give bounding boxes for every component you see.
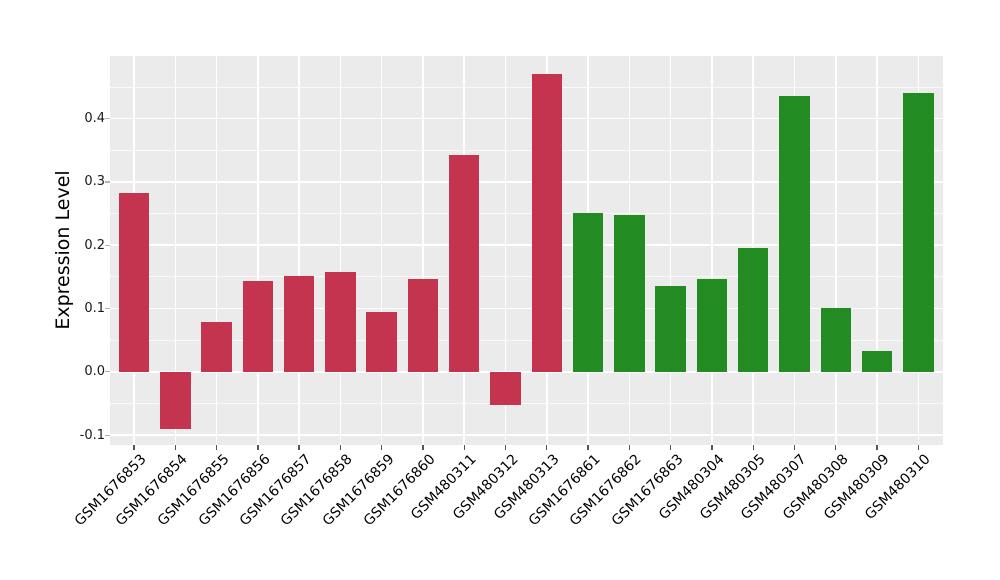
bar-GSM1676862 bbox=[614, 215, 645, 372]
bar-GSM1676858 bbox=[325, 272, 356, 372]
bar-GSM480304 bbox=[696, 278, 728, 372]
y-tick-mark bbox=[105, 371, 110, 373]
gridline-y-minor bbox=[110, 339, 943, 341]
x-tick-mark bbox=[463, 445, 465, 450]
bar-GSM480309 bbox=[861, 350, 893, 372]
gridline-y-major bbox=[110, 434, 943, 436]
y-tick-mark bbox=[105, 118, 110, 120]
x-tick-mark bbox=[628, 445, 631, 450]
x-tick-mark bbox=[711, 445, 713, 450]
x-tick-mark bbox=[835, 445, 837, 450]
bar-GSM1676854 bbox=[160, 371, 191, 429]
gridline-y-major bbox=[110, 117, 943, 120]
x-tick-mark bbox=[669, 445, 672, 450]
x-tick-mark bbox=[917, 445, 919, 450]
y-tick-label: 0.2 bbox=[84, 237, 105, 253]
gridline-x-major bbox=[298, 56, 300, 445]
x-tick-mark bbox=[380, 445, 383, 450]
gridline-y-major bbox=[110, 181, 943, 183]
bar-GSM1676859 bbox=[366, 311, 397, 372]
gridline-y-minor bbox=[110, 213, 943, 215]
bar-GSM480313 bbox=[531, 73, 563, 372]
gridline-x-major bbox=[876, 56, 878, 445]
gridline-x-major bbox=[422, 56, 424, 445]
y-tick-mark bbox=[105, 307, 110, 310]
y-tick-mark bbox=[105, 244, 110, 246]
bar-GSM1676857 bbox=[283, 275, 315, 372]
x-tick-mark bbox=[215, 445, 218, 450]
gridline-y-major bbox=[110, 371, 943, 373]
bar-GSM480308 bbox=[820, 307, 851, 372]
y-tick-label: -0.1 bbox=[79, 427, 105, 443]
plot-panel bbox=[110, 56, 943, 445]
bar-GSM480311 bbox=[448, 154, 480, 372]
bar-GSM480305 bbox=[737, 247, 769, 372]
x-tick-mark bbox=[174, 445, 176, 450]
bar-GSM1676863 bbox=[655, 285, 686, 372]
bar-GSM1676855 bbox=[201, 321, 232, 372]
x-tick-mark bbox=[752, 445, 754, 450]
x-tick-mark bbox=[876, 445, 878, 450]
gridline-y-minor bbox=[110, 86, 943, 88]
x-tick-mark bbox=[546, 445, 548, 450]
gridline-x-major bbox=[504, 56, 507, 445]
gridline-y-minor bbox=[110, 403, 943, 404]
y-tick-mark bbox=[105, 181, 110, 183]
gridline-x-major bbox=[835, 56, 837, 445]
x-tick-mark bbox=[587, 445, 589, 450]
y-tick-label: 0.4 bbox=[84, 111, 105, 127]
x-tick-mark bbox=[793, 445, 796, 450]
bar-GSM1676860 bbox=[407, 278, 439, 372]
y-tick-label: 0.0 bbox=[84, 364, 105, 380]
gridline-x-major bbox=[669, 56, 672, 445]
x-tick-mark bbox=[257, 445, 259, 450]
y-tick-mark bbox=[105, 434, 110, 436]
bar-GSM1676861 bbox=[572, 212, 604, 372]
bar-GSM480312 bbox=[490, 371, 521, 405]
gridline-y-minor bbox=[110, 149, 943, 151]
gridline-x-major bbox=[380, 56, 383, 445]
x-tick-mark bbox=[298, 445, 300, 450]
y-tick-label: 0.3 bbox=[84, 174, 105, 190]
bar-GSM1676856 bbox=[242, 281, 274, 372]
x-tick-mark bbox=[339, 445, 342, 450]
bar-GSM1676853 bbox=[118, 192, 150, 372]
gridline-x-major bbox=[339, 56, 342, 445]
gridline-x-major bbox=[215, 56, 218, 445]
x-tick-mark bbox=[504, 445, 507, 450]
gridline-x-major bbox=[257, 56, 259, 445]
gridline-x-major bbox=[711, 56, 713, 445]
x-tick-mark bbox=[133, 445, 135, 450]
gridline-y-major bbox=[110, 307, 943, 310]
bar-GSM480307 bbox=[779, 95, 810, 372]
y-tick-label: 0.1 bbox=[84, 301, 105, 317]
gridline-y-major bbox=[110, 244, 943, 246]
gridline-y-minor bbox=[110, 276, 943, 278]
x-tick-mark bbox=[422, 445, 424, 450]
gridline-x-major bbox=[174, 56, 177, 445]
bar-GSM480310 bbox=[903, 92, 934, 372]
